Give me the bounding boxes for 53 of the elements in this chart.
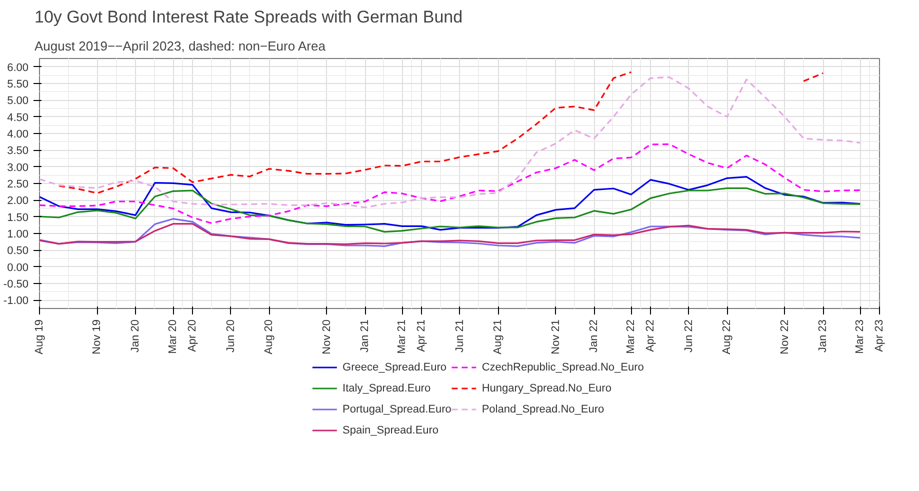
x-tick-label: Jun 22 xyxy=(682,319,695,353)
y-tick-label: 3.00 xyxy=(7,162,29,174)
y-tick-label: 2.50 xyxy=(7,178,29,190)
line-series xyxy=(40,143,861,224)
y-tick-label: 4.50 xyxy=(7,112,29,124)
x-tick-label: Mar 20 xyxy=(167,319,180,354)
x-tick-label: Apr 21 xyxy=(416,319,428,352)
y-tick-label: 5.50 xyxy=(7,78,29,90)
y-tick-label: 1.50 xyxy=(7,212,29,224)
x-tick-label: Nov 22 xyxy=(778,319,791,354)
x-tick-label: Aug 20 xyxy=(263,319,276,354)
x-tick-label: Nov 20 xyxy=(320,319,333,354)
x-tick-label: Apr 22 xyxy=(644,319,657,352)
x-tick-label: Jan 22 xyxy=(588,319,600,353)
x-tick-label: Jan 21 xyxy=(359,319,372,353)
legend-label: Greece_Spread.Euro xyxy=(342,362,446,374)
x-tick-label: Jun 20 xyxy=(224,319,237,353)
y-tick-label: 1.00 xyxy=(7,228,29,240)
x-tick-label: Aug 21 xyxy=(492,319,504,354)
y-tick-label: 0.00 xyxy=(7,262,29,274)
y-tick-label: -0.50 xyxy=(3,278,29,290)
legend-label: Italy_Spread.Euro xyxy=(342,382,431,394)
y-tick-label: 0.50 xyxy=(7,245,29,258)
legend-label: Poland_Spread.No_Euro xyxy=(482,404,604,416)
x-tick-label: Apr 23 xyxy=(874,319,886,352)
legend-label: CzechRepublic_Spread.No_Euro xyxy=(482,362,644,374)
y-tick-label: 6.00 xyxy=(7,62,29,74)
x-tick-label: Jan 20 xyxy=(129,319,142,353)
x-tick-label: Apr 20 xyxy=(186,319,199,352)
x-tick-label: Mar 22 xyxy=(625,319,638,354)
line-series xyxy=(40,76,861,208)
line-series xyxy=(40,176,861,231)
x-tick-label: Nov 21 xyxy=(550,319,562,354)
legend-label: Hungary_Spread.No_Euro xyxy=(482,382,612,394)
x-tick-label: Nov 19 xyxy=(91,319,104,354)
chart-subtitle: August 2019−−April 2023, dashed: non−Euro Area xyxy=(34,38,326,54)
line-series xyxy=(40,223,861,245)
line-series xyxy=(40,187,861,233)
x-tick-label: Mar 23 xyxy=(854,319,866,354)
y-tick-label: 5.00 xyxy=(7,95,29,108)
x-tick-label: Aug 19 xyxy=(34,319,46,354)
y-tick-label: 3.50 xyxy=(7,145,29,158)
y-tick-label: 2.00 xyxy=(7,195,29,208)
line-series xyxy=(40,218,861,247)
x-tick-label: Mar 21 xyxy=(396,319,408,354)
x-tick-label: Aug 22 xyxy=(721,319,734,354)
legend-label: Spain_Spread.Euro xyxy=(342,424,439,436)
y-tick-label: -1.00 xyxy=(3,295,29,308)
chart-title: 10y Govt Bond Interest Rate Spreads with German Bund xyxy=(34,8,463,26)
x-tick-label: Jan 23 xyxy=(817,319,830,353)
legend-label: Portugal_Spread.Euro xyxy=(342,404,452,416)
y-tick-label: 4.00 xyxy=(7,128,29,140)
x-tick-label: Jun 21 xyxy=(454,319,466,353)
